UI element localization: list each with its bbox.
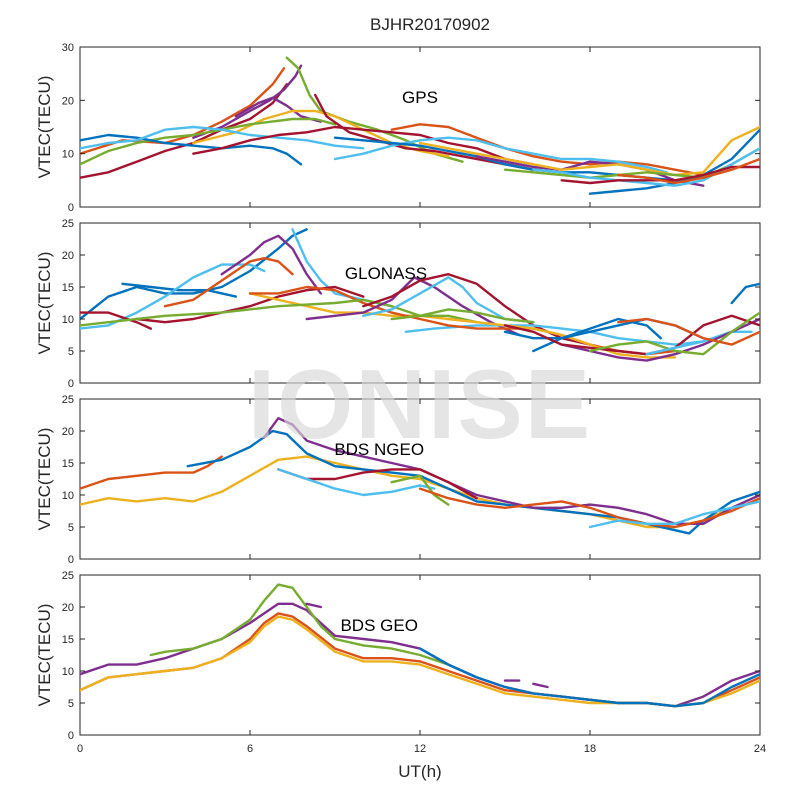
y-tick-label: 0 [68, 202, 74, 214]
series-line-9 [192, 125, 535, 166]
series-line-5 [277, 468, 436, 497]
series-line-14 [390, 308, 535, 324]
series-line-1 [149, 583, 450, 666]
series-line-23 [617, 317, 760, 346]
watermark: IONISE [248, 349, 592, 459]
series-line-22 [588, 311, 760, 356]
series-line-4 [163, 257, 294, 308]
series-line-8 [80, 125, 365, 150]
series-line-12 [333, 136, 668, 174]
panel-3: 0 5 10 15 20 25 0 6 12 18 24 VTEC(TECU) BDS GEO [35, 570, 766, 755]
x-tick-label: 6 [247, 743, 253, 755]
y-tick-label: 5 [68, 698, 74, 710]
x-tick-label: 24 [754, 743, 766, 755]
series-group [80, 228, 760, 362]
panel-0: 0 10 20 30 VTEC(TECU) GPS [35, 42, 761, 214]
y-tick-label: 20 [62, 95, 74, 107]
panel-1: 0 5 10 15 20 25 VTEC(TECU) GLONASS [35, 218, 761, 390]
y-tick-label: 20 [62, 602, 74, 614]
series-line-11 [305, 276, 521, 337]
y-axis-label: VTEC(TECU) [35, 604, 54, 707]
y-tick-label: 10 [62, 490, 74, 502]
y-tick-label: 25 [62, 394, 74, 406]
y-tick-label: 20 [62, 250, 74, 262]
series-line-25 [645, 340, 705, 356]
y-tick-label: 0 [68, 554, 74, 566]
series-line-14 [475, 155, 705, 187]
series-line-6 [80, 311, 152, 330]
panel-title: BDS GEO [340, 616, 417, 635]
y-tick-label: 10 [62, 314, 74, 326]
y-tick-label: 30 [62, 42, 74, 54]
series-line-17 [447, 317, 677, 359]
y-axis-label: VTEC(TECU) [35, 76, 54, 179]
series-line-18 [503, 317, 662, 340]
y-tick-label: 5 [68, 522, 74, 534]
y-tick-label: 25 [62, 218, 74, 230]
series-line-13 [362, 276, 535, 324]
panel-title: BDS NGEO [334, 440, 424, 459]
series-line-1 [121, 282, 237, 298]
y-tick-label: 10 [62, 666, 74, 678]
series-line-6 [390, 474, 450, 506]
x-axis-label: UT(h) [398, 762, 441, 781]
series-line-6 [80, 117, 337, 166]
panel-title: GPS [402, 88, 438, 107]
figure-title: BJHR20170902 [370, 15, 490, 34]
y-axis-label: VTEC(TECU) [35, 252, 54, 355]
y-tick-label: 20 [62, 426, 74, 438]
series-line-7 [532, 682, 549, 689]
series-group [80, 417, 760, 535]
series-line-20 [560, 317, 760, 362]
series-line-7 [80, 133, 303, 166]
y-tick-label: 25 [62, 570, 74, 582]
series-line-3 [263, 417, 760, 525]
series-line-9 [248, 285, 422, 321]
series-line-0 [80, 455, 223, 490]
x-tick-label: 0 [77, 743, 83, 755]
y-tick-label: 0 [68, 730, 74, 742]
series-line-21 [503, 314, 760, 356]
series-line-5 [305, 602, 322, 609]
y-tick-label: 5 [68, 346, 74, 358]
series-line-4 [418, 647, 760, 708]
series-line-2 [186, 429, 760, 535]
series-line-3 [220, 234, 322, 295]
series-group [80, 583, 760, 708]
series-line-11 [390, 123, 705, 177]
series-line-20 [617, 157, 760, 185]
series-line-15 [418, 125, 760, 177]
y-axis-label: VTEC(TECU) [35, 428, 54, 531]
panel-title: GLONASS [345, 264, 427, 283]
series-line-8 [588, 500, 760, 529]
series-line-3 [234, 96, 322, 123]
y-tick-label: 15 [62, 634, 74, 646]
y-tick-label: 0 [68, 378, 74, 390]
y-tick-label: 15 [62, 282, 74, 294]
series-line-1 [80, 455, 760, 529]
series-line-4 [277, 468, 478, 500]
series-line-7 [418, 487, 760, 529]
series-group [80, 56, 760, 195]
series-line-10 [314, 93, 535, 171]
series-line-2 [192, 64, 303, 139]
y-tick-label: 15 [62, 458, 74, 470]
series-line-24 [730, 282, 760, 305]
panel-2: 0 5 10 15 20 25 VTEC(TECU) BDS NGEO [35, 394, 761, 566]
x-tick-label: 18 [584, 743, 596, 755]
x-tick-label: 12 [414, 743, 426, 755]
y-tick-label: 10 [62, 149, 74, 161]
